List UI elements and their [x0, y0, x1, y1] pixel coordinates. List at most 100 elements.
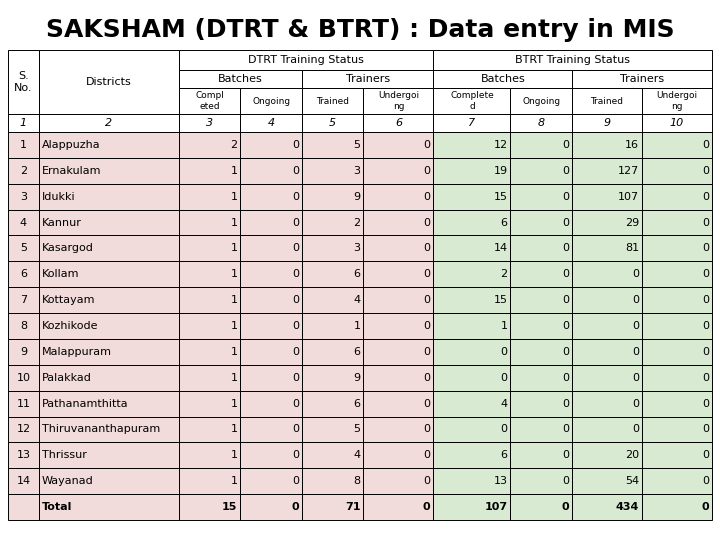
Bar	[39, 442, 179, 468]
Bar	[433, 235, 510, 261]
Bar	[433, 70, 572, 88]
Bar	[39, 158, 179, 184]
Bar	[572, 184, 642, 210]
Text: 16: 16	[625, 140, 639, 150]
Bar	[510, 158, 572, 184]
Bar	[39, 365, 179, 390]
Text: 0: 0	[292, 502, 299, 512]
Text: 0: 0	[292, 450, 299, 460]
Text: SAKSHAM (DTRT & BTRT) : Data entry in MIS: SAKSHAM (DTRT & BTRT) : Data entry in MI…	[45, 18, 675, 42]
Text: 1: 1	[230, 166, 238, 176]
Text: 0: 0	[423, 218, 431, 227]
Text: 0: 0	[292, 321, 299, 331]
Text: Districts: Districts	[86, 77, 132, 87]
Text: Total: Total	[42, 502, 72, 512]
Bar	[572, 339, 642, 365]
Text: 0: 0	[702, 218, 709, 227]
Bar	[572, 114, 642, 132]
Bar	[8, 339, 39, 365]
Text: Trained: Trained	[590, 97, 624, 105]
Text: 5: 5	[20, 244, 27, 253]
Bar	[179, 416, 240, 442]
Bar	[302, 339, 364, 365]
Bar	[433, 88, 510, 114]
Bar	[302, 313, 364, 339]
Bar	[642, 88, 712, 114]
Text: 6: 6	[395, 118, 402, 128]
Text: 3: 3	[20, 192, 27, 201]
Bar	[642, 184, 712, 210]
Bar	[240, 468, 302, 494]
Bar	[8, 158, 39, 184]
Text: 0: 0	[500, 424, 508, 435]
Text: 8: 8	[538, 118, 545, 128]
Bar	[8, 132, 39, 158]
Bar	[642, 313, 712, 339]
Bar	[433, 339, 510, 365]
Text: Ongoing: Ongoing	[522, 97, 560, 105]
Bar	[179, 210, 240, 235]
Bar	[433, 184, 510, 210]
Bar	[302, 158, 364, 184]
Bar	[8, 390, 39, 416]
Text: 1: 1	[230, 321, 238, 331]
Bar	[510, 114, 572, 132]
Text: 0: 0	[562, 269, 569, 279]
Bar	[302, 70, 433, 88]
Bar	[572, 88, 642, 114]
Text: Complete
d: Complete d	[450, 91, 494, 111]
Bar	[8, 50, 39, 114]
Text: Undergoi
ng: Undergoi ng	[657, 91, 698, 111]
Text: 4: 4	[268, 118, 275, 128]
Text: 6: 6	[20, 269, 27, 279]
Bar	[642, 365, 712, 390]
Bar	[572, 261, 642, 287]
Bar	[179, 339, 240, 365]
Bar	[364, 261, 433, 287]
Text: 0: 0	[292, 399, 299, 409]
Bar	[302, 210, 364, 235]
Text: 0: 0	[702, 450, 709, 460]
Bar	[240, 365, 302, 390]
Bar	[364, 313, 433, 339]
Text: 0: 0	[562, 373, 569, 383]
Bar	[179, 235, 240, 261]
Bar	[642, 339, 712, 365]
Bar	[8, 494, 39, 520]
Text: 0: 0	[562, 502, 569, 512]
Text: 3: 3	[354, 244, 361, 253]
Text: 4: 4	[354, 295, 361, 305]
Text: DTRT Training Status: DTRT Training Status	[248, 55, 364, 65]
Text: 0: 0	[632, 295, 639, 305]
Bar	[642, 287, 712, 313]
Text: 1: 1	[20, 118, 27, 128]
Text: Undergoi
ng: Undergoi ng	[378, 91, 419, 111]
Bar	[39, 468, 179, 494]
Text: 6: 6	[354, 269, 361, 279]
Text: 1: 1	[20, 140, 27, 150]
Bar	[240, 184, 302, 210]
Text: 1: 1	[230, 347, 238, 357]
Bar	[433, 158, 510, 184]
Text: 7: 7	[20, 295, 27, 305]
Bar	[302, 494, 364, 520]
Text: 0: 0	[562, 218, 569, 227]
Text: 0: 0	[702, 424, 709, 435]
Bar	[433, 210, 510, 235]
Text: 0: 0	[500, 347, 508, 357]
Text: 0: 0	[632, 347, 639, 357]
Text: Ongoing: Ongoing	[252, 97, 290, 105]
Text: 1: 1	[230, 476, 238, 486]
Text: Idukki: Idukki	[42, 192, 76, 201]
Bar	[642, 261, 712, 287]
Text: 1: 1	[230, 244, 238, 253]
Text: 10: 10	[670, 118, 684, 128]
Text: 5: 5	[329, 118, 336, 128]
Bar	[39, 235, 179, 261]
Bar	[302, 184, 364, 210]
Bar	[179, 390, 240, 416]
Bar	[433, 442, 510, 468]
Text: Malappuram: Malappuram	[42, 347, 112, 357]
Bar	[240, 132, 302, 158]
Bar	[642, 468, 712, 494]
